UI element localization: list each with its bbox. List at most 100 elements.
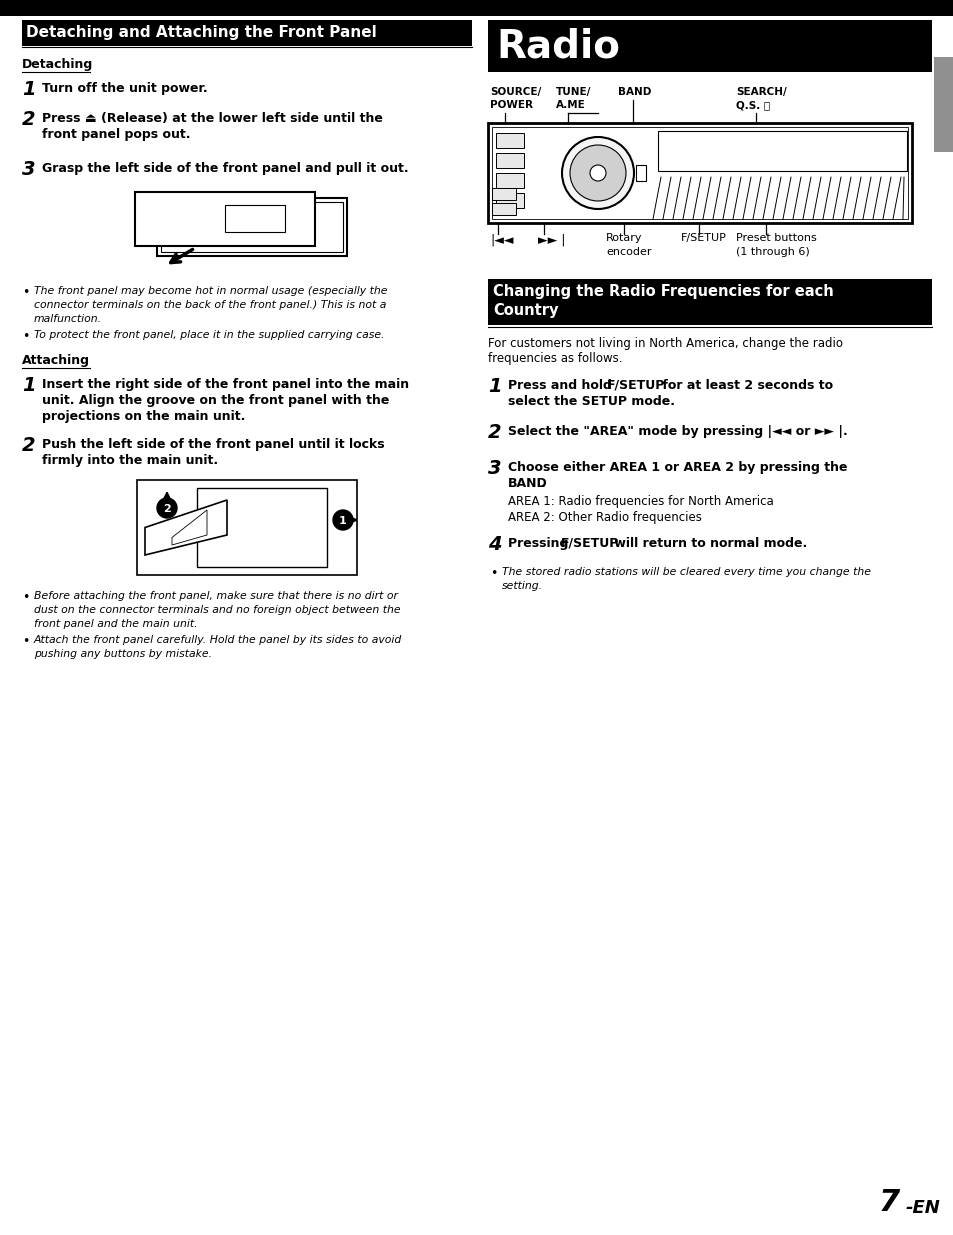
Text: 2: 2	[163, 504, 171, 514]
Text: Choose either AREA 1 or AREA 2 by pressing the: Choose either AREA 1 or AREA 2 by pressi…	[507, 461, 846, 474]
Text: front panel and the main unit.: front panel and the main unit.	[34, 619, 197, 629]
Text: Press and hold: Press and hold	[507, 379, 616, 391]
Bar	[22, 20, 472, 46]
Text: encoder: encoder	[605, 247, 651, 257]
Text: AREA 1: Radio frequencies for North America: AREA 1: Radio frequencies for North Amer…	[507, 495, 773, 508]
Text: 4: 4	[488, 535, 501, 555]
Bar	[496, 153, 523, 168]
Text: projections on the main unit.: projections on the main unit.	[42, 410, 245, 424]
Circle shape	[589, 165, 605, 182]
Bar	[488, 124, 911, 224]
Text: -EN: -EN	[905, 1199, 940, 1216]
Text: TUNE/: TUNE/	[556, 86, 591, 98]
Text: connector terminals on the back of the front panel.) This is not a: connector terminals on the back of the f…	[34, 300, 386, 310]
Text: 7: 7	[878, 1188, 900, 1216]
Text: To protect the front panel, place it in the supplied carrying case.: To protect the front panel, place it in …	[34, 330, 384, 340]
Circle shape	[333, 510, 353, 530]
Text: firmly into the main unit.: firmly into the main unit.	[42, 454, 218, 467]
Text: 1: 1	[338, 516, 347, 526]
Text: ►► |: ►► |	[537, 233, 565, 246]
Text: for at least 2 seconds to: for at least 2 seconds to	[658, 379, 832, 391]
Text: Select the "AREA" mode by pressing |◄◄ or ►► |.: Select the "AREA" mode by pressing |◄◄ o…	[507, 425, 847, 438]
Text: select the SETUP mode.: select the SETUP mode.	[507, 395, 675, 408]
Text: SEARCH/: SEARCH/	[735, 86, 786, 98]
Bar	[161, 203, 343, 252]
Text: •: •	[490, 567, 497, 580]
Text: POWER: POWER	[490, 100, 533, 110]
Text: F/SETUP: F/SETUP	[680, 233, 726, 243]
Text: Attach the front panel carefully. Hold the panel by its sides to avoid: Attach the front panel carefully. Hold t…	[34, 635, 402, 645]
Text: F/SETUP: F/SETUP	[560, 537, 618, 550]
Text: 1: 1	[22, 80, 35, 99]
Text: Detaching and Attaching the Front Panel: Detaching and Attaching the Front Panel	[26, 26, 376, 41]
Text: The front panel may become hot in normal usage (especially the: The front panel may become hot in normal…	[34, 287, 387, 296]
Text: pushing any buttons by mistake.: pushing any buttons by mistake.	[34, 650, 212, 659]
Bar	[225, 205, 285, 232]
Text: Attaching: Attaching	[22, 354, 90, 367]
Text: Turn off the unit power.: Turn off the unit power.	[42, 82, 208, 95]
Text: Detaching: Detaching	[22, 58, 93, 70]
Text: Country: Country	[493, 303, 558, 317]
Text: AREA 2: Other Radio frequencies: AREA 2: Other Radio frequencies	[507, 511, 701, 524]
Text: BAND: BAND	[618, 86, 651, 98]
Text: Q.S. ⌗: Q.S. ⌗	[735, 100, 769, 110]
Bar	[636, 165, 645, 182]
Text: Grasp the left side of the front panel and pull it out.: Grasp the left side of the front panel a…	[42, 162, 408, 175]
Bar	[492, 203, 516, 215]
Circle shape	[569, 144, 625, 201]
Bar	[496, 173, 523, 188]
Text: Press ⏏ (Release) at the lower left side until the: Press ⏏ (Release) at the lower left side…	[42, 112, 382, 125]
Text: •: •	[22, 592, 30, 604]
Circle shape	[157, 498, 177, 517]
Text: 2: 2	[488, 424, 501, 442]
Bar	[196, 488, 327, 567]
Bar	[933, 57, 953, 152]
Circle shape	[561, 137, 634, 209]
Text: A.ME: A.ME	[556, 100, 585, 110]
Text: front panel pops out.: front panel pops out.	[42, 128, 191, 141]
Text: unit. Align the groove on the front panel with the: unit. Align the groove on the front pane…	[42, 394, 389, 408]
Bar	[492, 188, 516, 200]
Text: 2: 2	[22, 436, 35, 454]
Bar	[496, 133, 523, 148]
Text: SOURCE/: SOURCE/	[490, 86, 540, 98]
Text: 1: 1	[22, 375, 35, 395]
Text: Radio: Radio	[496, 27, 619, 65]
Bar	[496, 193, 523, 207]
Bar	[135, 191, 314, 246]
Bar	[492, 127, 907, 219]
Text: Push the left side of the front panel until it locks: Push the left side of the front panel un…	[42, 438, 384, 451]
Text: Preset buttons: Preset buttons	[735, 233, 816, 243]
Bar	[488, 279, 931, 325]
Text: malfunction.: malfunction.	[34, 314, 102, 324]
Text: (1 through 6): (1 through 6)	[735, 247, 809, 257]
Text: Pressing: Pressing	[507, 537, 572, 550]
Text: setting.: setting.	[501, 580, 542, 592]
Text: Insert the right side of the front panel into the main: Insert the right side of the front panel…	[42, 378, 409, 391]
Text: will return to normal mode.: will return to normal mode.	[609, 537, 806, 550]
Text: |◄◄: |◄◄	[490, 233, 513, 246]
Text: For customers not living in North America, change the radio: For customers not living in North Americ…	[488, 337, 842, 350]
Bar	[137, 480, 356, 576]
Text: 1: 1	[488, 377, 501, 396]
Text: •: •	[22, 287, 30, 299]
Text: Changing the Radio Frequencies for each: Changing the Radio Frequencies for each	[493, 284, 833, 299]
Text: Before attaching the front panel, make sure that there is no dirt or: Before attaching the front panel, make s…	[34, 592, 397, 601]
Bar	[658, 131, 906, 170]
Text: F/SETUP: F/SETUP	[606, 379, 664, 391]
Text: •: •	[22, 635, 30, 648]
Polygon shape	[172, 510, 207, 545]
Text: The stored radio stations will be cleared every time you change the: The stored radio stations will be cleare…	[501, 567, 870, 577]
Bar	[488, 20, 931, 72]
Text: dust on the connector terminals and no foreign object between the: dust on the connector terminals and no f…	[34, 605, 400, 615]
Text: 2: 2	[22, 110, 35, 128]
Text: 3: 3	[488, 459, 501, 478]
Bar	[0, 0, 953, 16]
Text: .: .	[540, 477, 545, 490]
Bar	[157, 198, 347, 256]
Text: •: •	[22, 330, 30, 343]
Polygon shape	[145, 500, 227, 555]
Text: 3: 3	[22, 161, 35, 179]
Text: Rotary: Rotary	[605, 233, 641, 243]
Text: frequencies as follows.: frequencies as follows.	[488, 352, 622, 366]
